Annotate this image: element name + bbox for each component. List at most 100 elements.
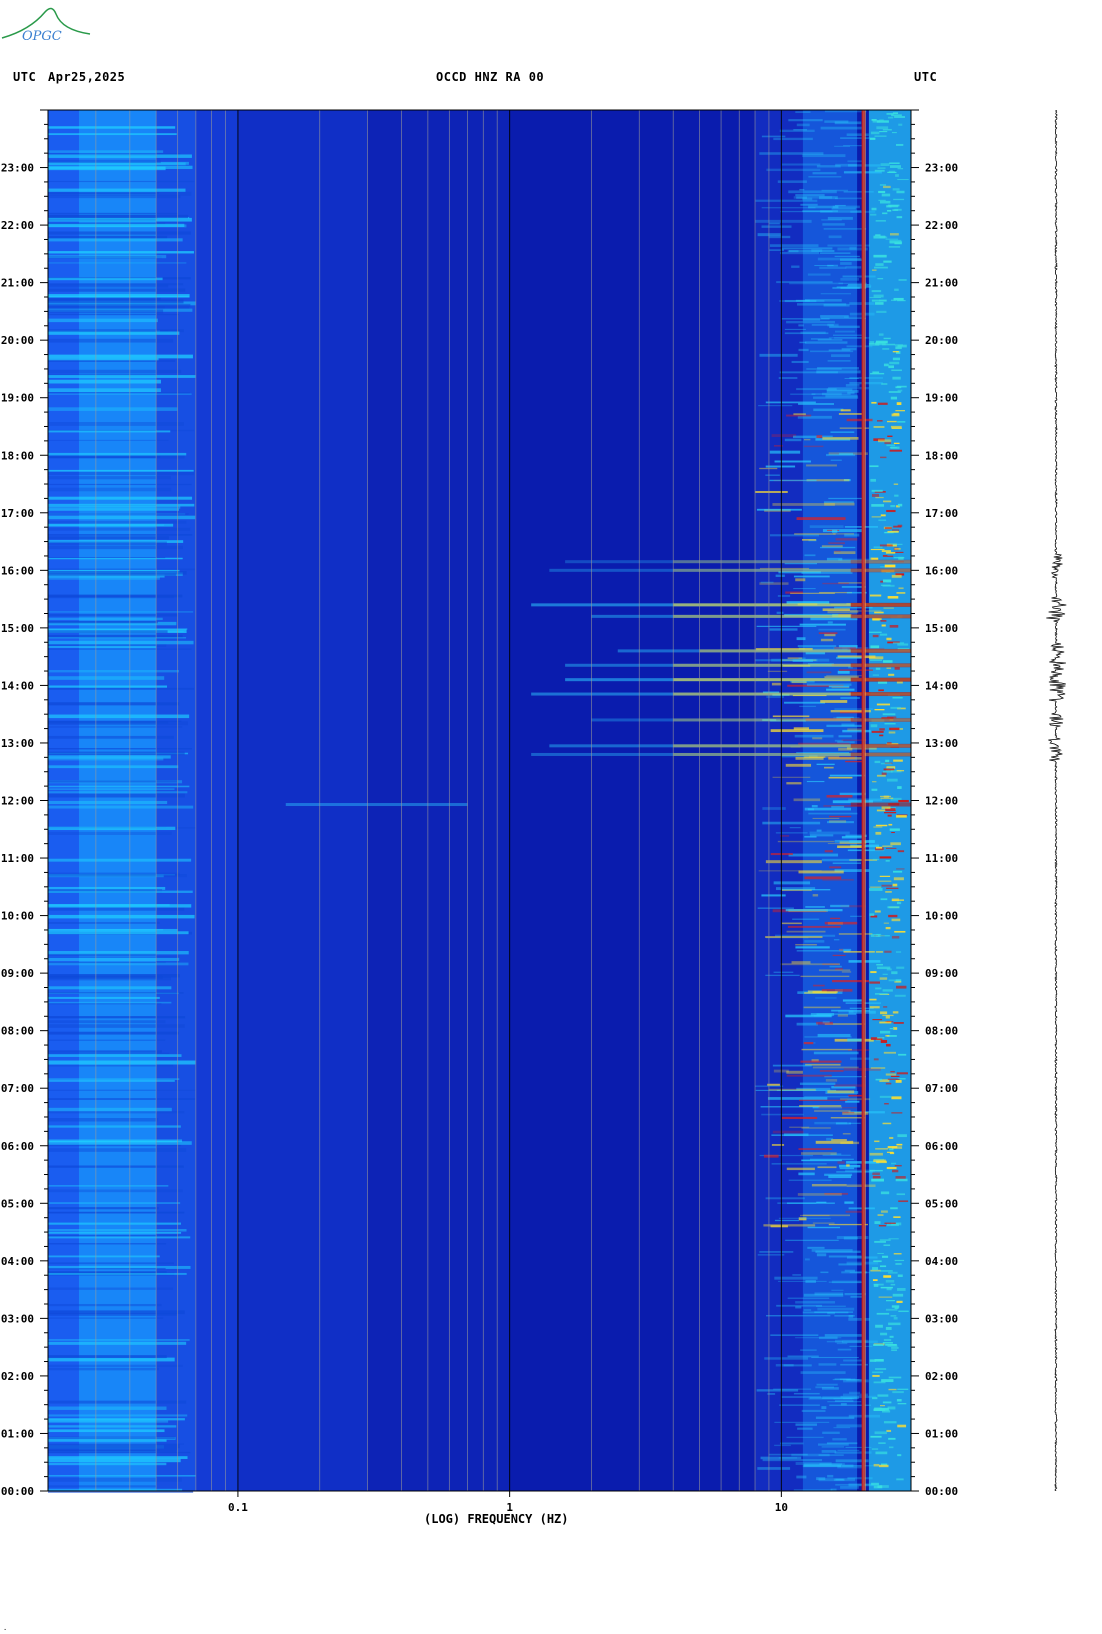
high-band-texture bbox=[826, 724, 863, 728]
hot-column-texture bbox=[876, 963, 883, 966]
hot-column-texture bbox=[892, 351, 899, 353]
high-band-texture bbox=[822, 1431, 840, 1434]
time-label-right: 01:00 bbox=[925, 1427, 958, 1440]
high-band-texture bbox=[804, 554, 816, 557]
high-band-texture bbox=[832, 205, 860, 209]
high-band-texture bbox=[837, 1014, 848, 1017]
low-band-streak bbox=[48, 1448, 178, 1451]
time-label-right: 10:00 bbox=[925, 910, 958, 923]
low-band-streak bbox=[48, 496, 193, 500]
low-band-streak bbox=[48, 628, 188, 630]
hot-column-texture bbox=[888, 1446, 894, 1449]
time-label-left: 07:00 bbox=[1, 1082, 34, 1095]
low-band-streak bbox=[48, 166, 166, 171]
hot-column-texture bbox=[868, 342, 880, 346]
event-band-11-red bbox=[850, 559, 911, 564]
low-band-streak bbox=[48, 1064, 174, 1067]
high-band-texture bbox=[759, 152, 824, 155]
hot-column-texture bbox=[882, 555, 888, 557]
hot-column-texture bbox=[874, 1240, 886, 1243]
low-band-streak bbox=[48, 1060, 196, 1065]
high-band-texture bbox=[791, 680, 807, 684]
hot-column-texture bbox=[879, 299, 887, 302]
hot-column-texture bbox=[874, 135, 887, 138]
hot-column-texture bbox=[880, 1191, 890, 1195]
hot-column-texture bbox=[886, 1287, 892, 1291]
low-band-streak bbox=[48, 735, 174, 739]
high-band-texture bbox=[812, 172, 837, 175]
high-band-texture bbox=[812, 991, 838, 994]
low-band-streak bbox=[48, 314, 180, 316]
event-band-3-red bbox=[850, 717, 911, 722]
high-band-texture bbox=[824, 676, 859, 678]
low-band-streak bbox=[48, 1079, 175, 1082]
low-band-streak bbox=[48, 1287, 174, 1290]
hot-column-texture bbox=[872, 1371, 884, 1374]
low-band-streak bbox=[48, 1202, 181, 1204]
low-band-streak bbox=[48, 354, 193, 359]
high-band-texture bbox=[795, 194, 825, 197]
low-band-streak bbox=[48, 957, 180, 962]
hot-column-texture bbox=[895, 143, 904, 146]
high-band-texture bbox=[799, 341, 807, 344]
high-band-texture bbox=[838, 645, 858, 648]
high-band-texture bbox=[822, 963, 839, 965]
high-band-texture bbox=[841, 971, 852, 973]
high-band-texture bbox=[787, 925, 841, 928]
hot-column-texture bbox=[890, 446, 900, 449]
high-band-texture bbox=[820, 638, 834, 642]
high-band-texture bbox=[832, 529, 838, 533]
high-band-texture bbox=[793, 196, 833, 199]
high-band-texture bbox=[794, 734, 834, 738]
hot-column-texture bbox=[878, 1225, 887, 1227]
high-band-texture bbox=[833, 1427, 851, 1429]
low-band-streak bbox=[48, 515, 196, 520]
high-band-texture bbox=[829, 815, 852, 818]
header-utc-left: UTC bbox=[13, 70, 37, 84]
high-band-texture bbox=[832, 954, 846, 957]
hot-column-texture bbox=[888, 365, 894, 369]
hot-column-texture bbox=[874, 169, 885, 172]
hot-column-texture bbox=[893, 870, 903, 873]
high-band-texture bbox=[821, 1446, 844, 1448]
high-band-texture bbox=[839, 792, 866, 796]
low-band-streak bbox=[48, 645, 157, 648]
low-band-streak bbox=[48, 1490, 194, 1493]
high-band-texture bbox=[796, 1475, 807, 1479]
hot-column-texture bbox=[888, 1322, 901, 1326]
high-band-texture bbox=[830, 1153, 842, 1156]
event-band-0 bbox=[285, 802, 911, 807]
event-band-7-hot bbox=[699, 649, 911, 653]
high-band-texture bbox=[803, 445, 824, 448]
low-band-streak bbox=[48, 191, 192, 196]
high-band-texture bbox=[822, 1154, 851, 1156]
hot-column-texture bbox=[879, 131, 888, 133]
low-band-streak bbox=[48, 928, 178, 932]
hot-column-texture bbox=[887, 814, 892, 817]
high-band-texture bbox=[800, 331, 826, 334]
hot-column-texture bbox=[898, 279, 907, 281]
high-band-texture bbox=[832, 800, 873, 804]
time-label-right: 06:00 bbox=[925, 1140, 958, 1153]
high-band-texture bbox=[762, 821, 821, 825]
hot-column-texture bbox=[874, 1359, 884, 1362]
low-band-streak bbox=[48, 527, 191, 531]
hot-column-texture bbox=[892, 376, 901, 380]
low-band-streak bbox=[48, 277, 163, 281]
high-band-texture bbox=[827, 1401, 862, 1403]
hot-column-texture bbox=[886, 887, 899, 889]
high-band-texture bbox=[797, 645, 837, 647]
high-band-texture bbox=[796, 303, 847, 306]
high-band-texture bbox=[835, 967, 843, 971]
hot-column-texture bbox=[869, 1169, 883, 1172]
high-band-texture bbox=[821, 1406, 827, 1410]
high-band-texture bbox=[840, 1141, 860, 1145]
low-band-streak bbox=[48, 621, 177, 626]
hot-column-texture bbox=[874, 1407, 882, 1411]
low-band-streak bbox=[48, 676, 165, 680]
low-band-streak bbox=[48, 284, 169, 288]
hot-column-texture bbox=[877, 935, 890, 937]
high-band-texture bbox=[808, 812, 858, 815]
hot-column-texture bbox=[883, 500, 892, 503]
high-band-texture bbox=[795, 944, 817, 946]
